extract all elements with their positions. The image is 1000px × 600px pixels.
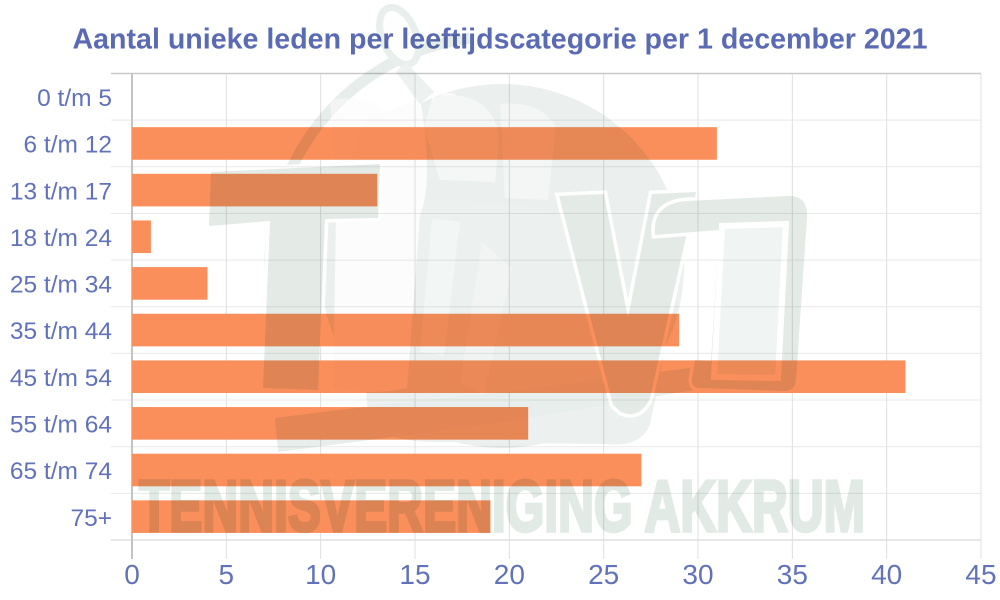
svg-text:0: 0: [124, 559, 140, 590]
svg-text:40: 40: [871, 559, 902, 590]
svg-text:0 t/m 5: 0 t/m 5: [37, 85, 112, 112]
svg-text:15: 15: [399, 559, 430, 590]
svg-text:45: 45: [965, 559, 996, 590]
svg-text:30: 30: [682, 559, 713, 590]
svg-text:35: 35: [777, 559, 808, 590]
svg-text:10: 10: [305, 559, 336, 590]
svg-text:75+: 75+: [70, 505, 112, 532]
svg-text:TENNISVERENIGING AKKRUM: TENNISVERENIGING AKKRUM: [139, 467, 865, 547]
svg-text:13 t/m 17: 13 t/m 17: [10, 178, 112, 205]
svg-text:TENNISVERENIGING AKKRUM: TENNISVERENIGING AKKRUM: [139, 467, 865, 547]
svg-text:55 t/m 64: 55 t/m 64: [10, 412, 112, 439]
svg-text:6 t/m 12: 6 t/m 12: [23, 132, 112, 159]
svg-text:35 t/m 44: 35 t/m 44: [10, 318, 112, 345]
svg-text:5: 5: [219, 559, 235, 590]
svg-text:25 t/m 34: 25 t/m 34: [10, 272, 112, 299]
svg-text:20: 20: [494, 559, 525, 590]
svg-text:18 t/m 24: 18 t/m 24: [10, 225, 112, 252]
svg-text:45 t/m 54: 45 t/m 54: [10, 365, 112, 392]
svg-text:Aantal unieke leden per leefti: Aantal unieke leden per leeftijdscategor…: [73, 23, 928, 55]
svg-text:25: 25: [588, 559, 619, 590]
svg-text:65 t/m 74: 65 t/m 74: [10, 458, 112, 485]
